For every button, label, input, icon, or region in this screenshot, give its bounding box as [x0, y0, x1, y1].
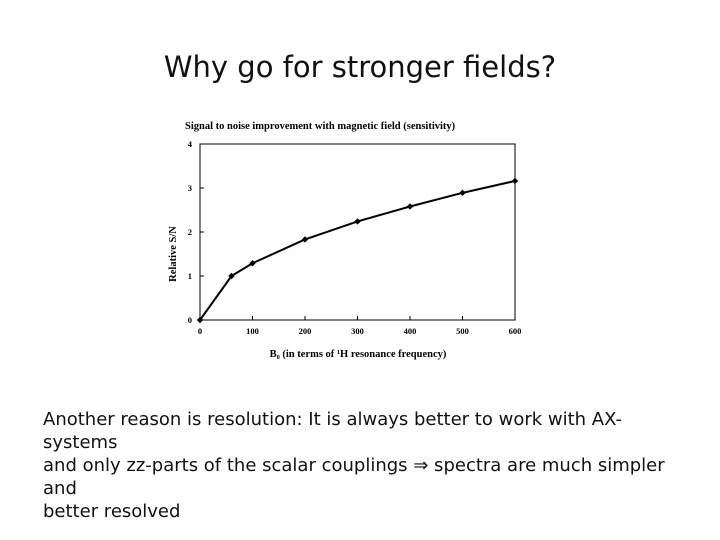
data-point — [196, 316, 204, 324]
line-chart: Signal to noise improvement with magneti… — [168, 121, 522, 360]
x-axis-label: B₀ (in terms of ¹H resonance frequency) — [270, 349, 447, 360]
plot-frame — [199, 143, 516, 321]
x-tick-label: 500 — [456, 326, 469, 336]
data-point — [301, 236, 309, 243]
x-tick-label: 0 — [198, 326, 202, 336]
x-tick-label: 400 — [404, 326, 417, 336]
slide-title: Why go for stronger fields? — [163, 50, 557, 84]
body-line: better resolved — [43, 501, 181, 522]
y-tick-group: 0 1 2 3 4 — [188, 139, 204, 325]
body-line: and only zz-parts of the scalar coupling… — [43, 455, 665, 499]
chart: Signal to noise improvement with magneti… — [160, 112, 540, 367]
y-tick-label: 1 — [188, 271, 192, 281]
data-point — [459, 189, 466, 197]
data-point — [511, 177, 519, 185]
x-tick-label: 100 — [246, 326, 259, 336]
y-axis-label: Relative S/N — [168, 226, 179, 282]
data-point — [249, 260, 256, 267]
body-line: Another reason is resolution: It is alwa… — [43, 409, 623, 453]
series-group — [196, 177, 519, 324]
body-text: Another reason is resolution: It is alwa… — [43, 408, 683, 523]
y-tick-label: 0 — [188, 315, 192, 325]
data-point — [406, 203, 414, 210]
x-tick-label: 200 — [299, 326, 312, 336]
x-tick-group: 0 100 200 300 400 500 600 — [198, 316, 522, 336]
x-tick-label: 300 — [351, 326, 364, 336]
data-point — [228, 272, 235, 280]
x-tick-label: 600 — [509, 326, 522, 336]
data-point — [354, 218, 361, 225]
y-tick-label: 2 — [188, 227, 192, 237]
y-tick-label: 3 — [188, 183, 192, 193]
series-line — [199, 179, 516, 321]
chart-title: Signal to noise improvement with magneti… — [185, 121, 456, 132]
y-tick-label: 4 — [188, 139, 193, 149]
